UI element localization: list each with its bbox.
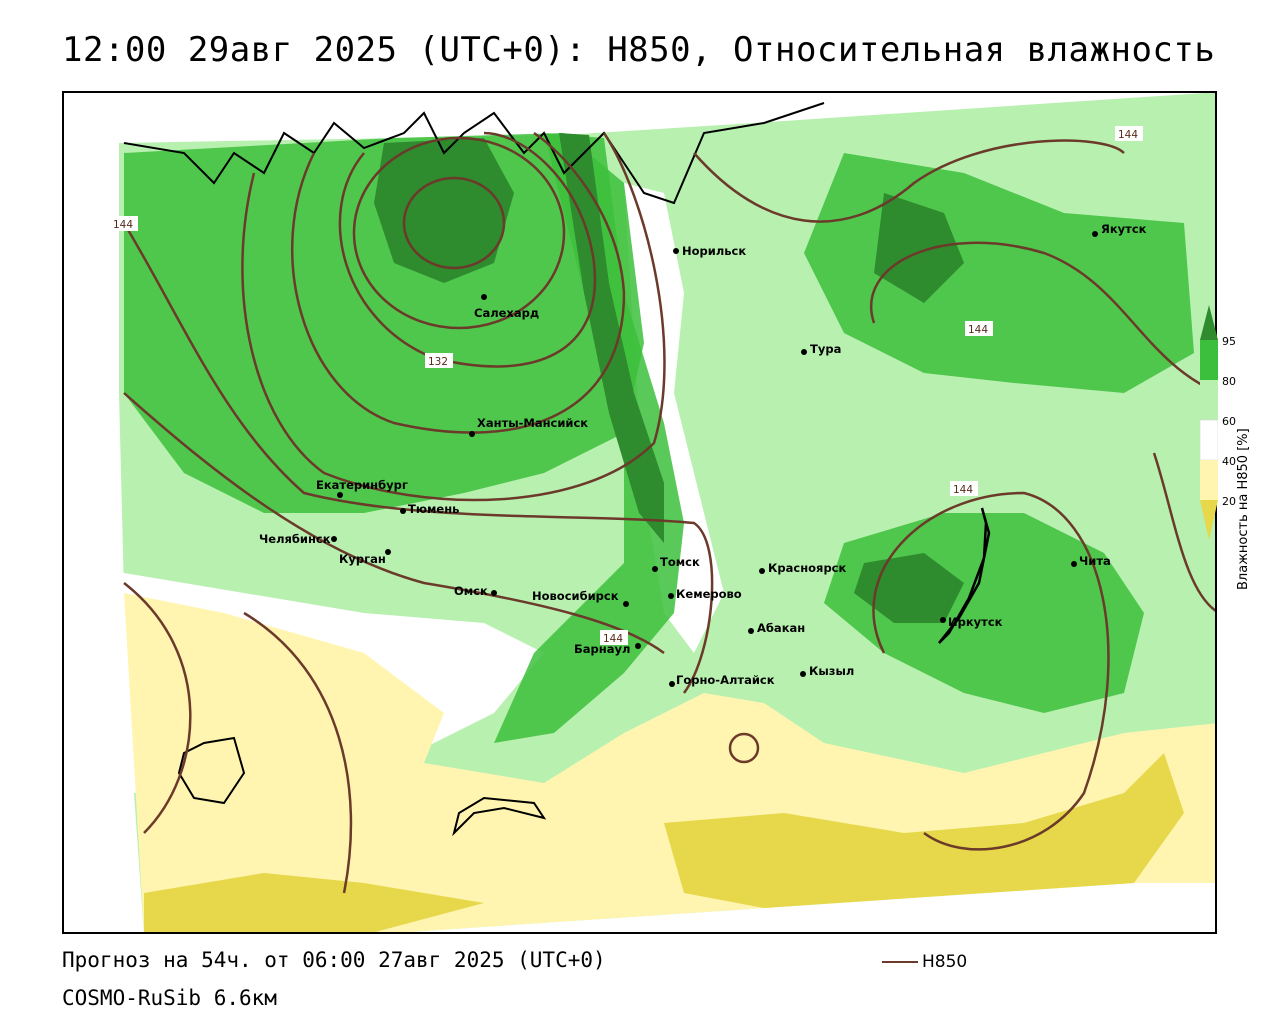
isoline-label: 144 — [1118, 129, 1138, 141]
model-name: COSMO-RuSib 6.6км — [62, 986, 277, 1010]
isoline-label: 144 — [953, 484, 973, 496]
legend-tick: 60 — [1222, 415, 1236, 428]
legend-colorbar — [1200, 305, 1218, 540]
city-dot — [940, 617, 946, 623]
rh-95-core-band — [559, 133, 664, 543]
city-dot — [759, 568, 765, 574]
rh-95-core-east — [874, 193, 964, 303]
humidity-legend: 95 80 60 40 20 — [1200, 300, 1280, 600]
forecast-info: Прогноз на 54ч. от 06:00 27авг 2025 (UTC… — [62, 948, 606, 972]
city-dot — [469, 431, 475, 437]
legend-tick: 40 — [1222, 455, 1236, 468]
isoline-144-northeast — [693, 139, 1125, 223]
city-markers: Салехард Норильск Якутск Тура Ханты-Манс… — [259, 222, 1147, 687]
city-label-tura: Тура — [810, 342, 841, 356]
humidity-map: 144 132 144 144 144 144 Салехард Норильс… — [64, 93, 1215, 932]
coastline — [123, 102, 825, 205]
city-dot — [400, 508, 406, 514]
city-dot — [385, 549, 391, 555]
city-label-omsk: Омск — [454, 584, 488, 598]
rh-50-zone-east — [624, 183, 724, 653]
legend-tick: 80 — [1222, 375, 1236, 388]
city-dot — [623, 601, 629, 607]
legend-tick: 95 — [1222, 335, 1236, 348]
rh-80-zone-band — [494, 133, 684, 743]
city-label-gorno-altaysk: Горно-Алтайск — [676, 673, 775, 687]
city-label-kyzyl: Кызыл — [809, 664, 854, 678]
city-label-norilsk: Норильск — [682, 244, 746, 258]
isoline-east-edge — [1152, 452, 1215, 612]
legend-title: Влажность на H850 [%] — [1236, 428, 1251, 590]
city-label-salekhard: Салехард — [474, 306, 539, 320]
isoline-legend: H850 — [882, 952, 967, 972]
isoline-legend-label: H850 — [922, 952, 968, 972]
isoline-low-mid — [352, 136, 566, 330]
isoline-140 — [241, 132, 666, 502]
isoline-144-west — [122, 222, 714, 694]
city-dot — [635, 643, 641, 649]
city-dot — [652, 566, 658, 572]
city-label-krasnoyarsk: Красноярск — [768, 561, 846, 575]
city-dot — [748, 628, 754, 634]
isoline-132 — [338, 131, 597, 368]
isoline-144-baikal — [872, 491, 1110, 851]
city-label-kemerovo: Кемерово — [676, 587, 742, 601]
city-label-irkutsk: Иркутск — [948, 615, 1003, 629]
rh-20-zone-south — [664, 753, 1184, 908]
city-label-abakan: Абакан — [757, 621, 805, 635]
city-label-novosibirsk: Новосибирск — [532, 589, 619, 603]
legend-tick: 20 — [1222, 495, 1236, 508]
isoline-small-low — [728, 732, 760, 764]
rh-95-core-yamal — [374, 138, 514, 283]
city-label-yekaterinburg: Екатеринбург — [316, 478, 408, 492]
city-label-chita: Чита — [1079, 554, 1111, 568]
city-label-barnaul: Барнаул — [574, 642, 630, 656]
isoline-136 — [291, 131, 626, 434]
isoline-label: 144 — [603, 633, 623, 645]
lake-balkhash — [452, 796, 547, 837]
isoline-west2 — [243, 611, 353, 894]
city-label-yakutsk: Якутск — [1101, 222, 1147, 236]
aral-sea — [177, 736, 246, 805]
rh-20-zone — [144, 873, 484, 932]
city-dot — [337, 492, 343, 498]
city-dot — [668, 593, 674, 599]
map-panel: 144 132 144 144 144 144 Салехард Норильс… — [62, 91, 1217, 934]
city-dot — [669, 681, 675, 687]
isoline-label: 144 — [113, 219, 133, 231]
isoline-144-aral — [123, 582, 192, 834]
city-label-khanty-mansiysk: Ханты-Мансийск — [477, 416, 588, 430]
city-label-tyumen: Тюмень — [408, 502, 459, 516]
isoline-labels: 144 132 144 144 144 144 — [110, 126, 1143, 645]
city-dot — [481, 294, 487, 300]
city-label-kurgan: Курган — [339, 552, 386, 566]
isoline-144-east — [870, 241, 1215, 393]
isoline-label: 144 — [968, 324, 988, 336]
city-dot — [801, 349, 807, 355]
city-dot — [673, 248, 679, 254]
city-dot — [1071, 561, 1077, 567]
city-label-tomsk: Томск — [660, 555, 700, 569]
city-dot — [331, 536, 337, 542]
city-dot — [1092, 231, 1098, 237]
isoline-swatch — [882, 961, 918, 963]
baikal-lake — [938, 507, 991, 644]
rh-80-zone-west — [124, 133, 644, 513]
isoline-144-south — [123, 392, 665, 655]
h850-isolines — [122, 131, 1215, 894]
city-dot — [800, 671, 806, 677]
isoline-label: 132 — [428, 356, 448, 368]
city-dot — [491, 590, 497, 596]
city-label-chelyabinsk: Челябинск — [259, 532, 331, 546]
page-title: 12:00 29авг 2025 (UTC+0): H850, Относите… — [62, 30, 1216, 70]
isoline-low-inner — [402, 176, 506, 270]
